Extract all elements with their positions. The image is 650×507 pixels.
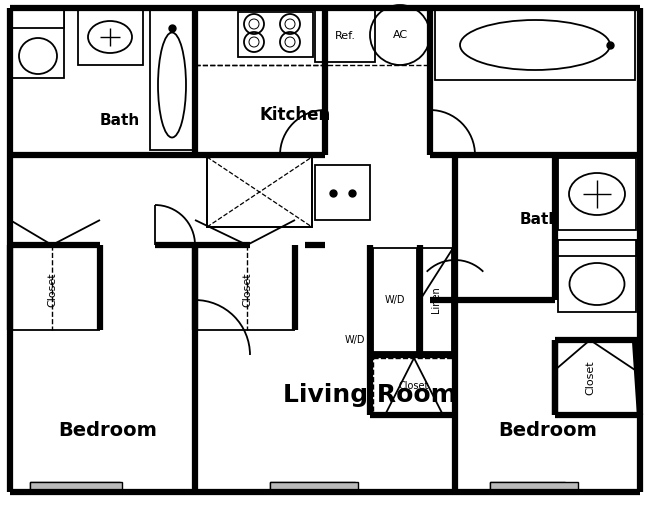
Bar [12,10,64,78]
Bar [558,240,636,256]
Text: Ref.: Ref. [335,31,356,41]
Bar [78,10,143,65]
Bar [207,157,312,227]
Text: Closet: Closet [242,273,252,307]
Bar [558,158,636,230]
Text: Bedroom: Bedroom [58,420,157,440]
Text: Bath: Bath [100,113,140,127]
Bar [315,165,370,220]
Text: Bath: Bath [520,212,560,228]
Bar [435,10,635,80]
Bar [490,482,565,492]
Text: W/D: W/D [385,295,405,305]
Text: W/D: W/D [344,335,365,345]
Bar [315,10,375,62]
Bar [150,10,194,150]
Bar [12,10,64,28]
Text: Living Room: Living Room [283,383,457,407]
Text: Bedroom: Bedroom [499,420,597,440]
Text: Closet: Closet [585,360,595,395]
Bar [270,482,355,492]
Bar [270,482,358,492]
Bar [207,157,312,227]
Bar [373,358,455,413]
Text: Kitchen: Kitchen [259,106,331,124]
Text: AC: AC [393,30,408,40]
Bar [490,482,578,492]
Bar [238,12,313,57]
Bar [373,248,417,352]
Bar [420,248,452,352]
Text: Closet: Closet [47,273,57,307]
Bar [558,240,636,312]
Bar [30,482,120,492]
Text: Linen: Linen [431,286,441,313]
Bar [30,482,122,492]
Text: Closet: Closet [399,381,429,391]
